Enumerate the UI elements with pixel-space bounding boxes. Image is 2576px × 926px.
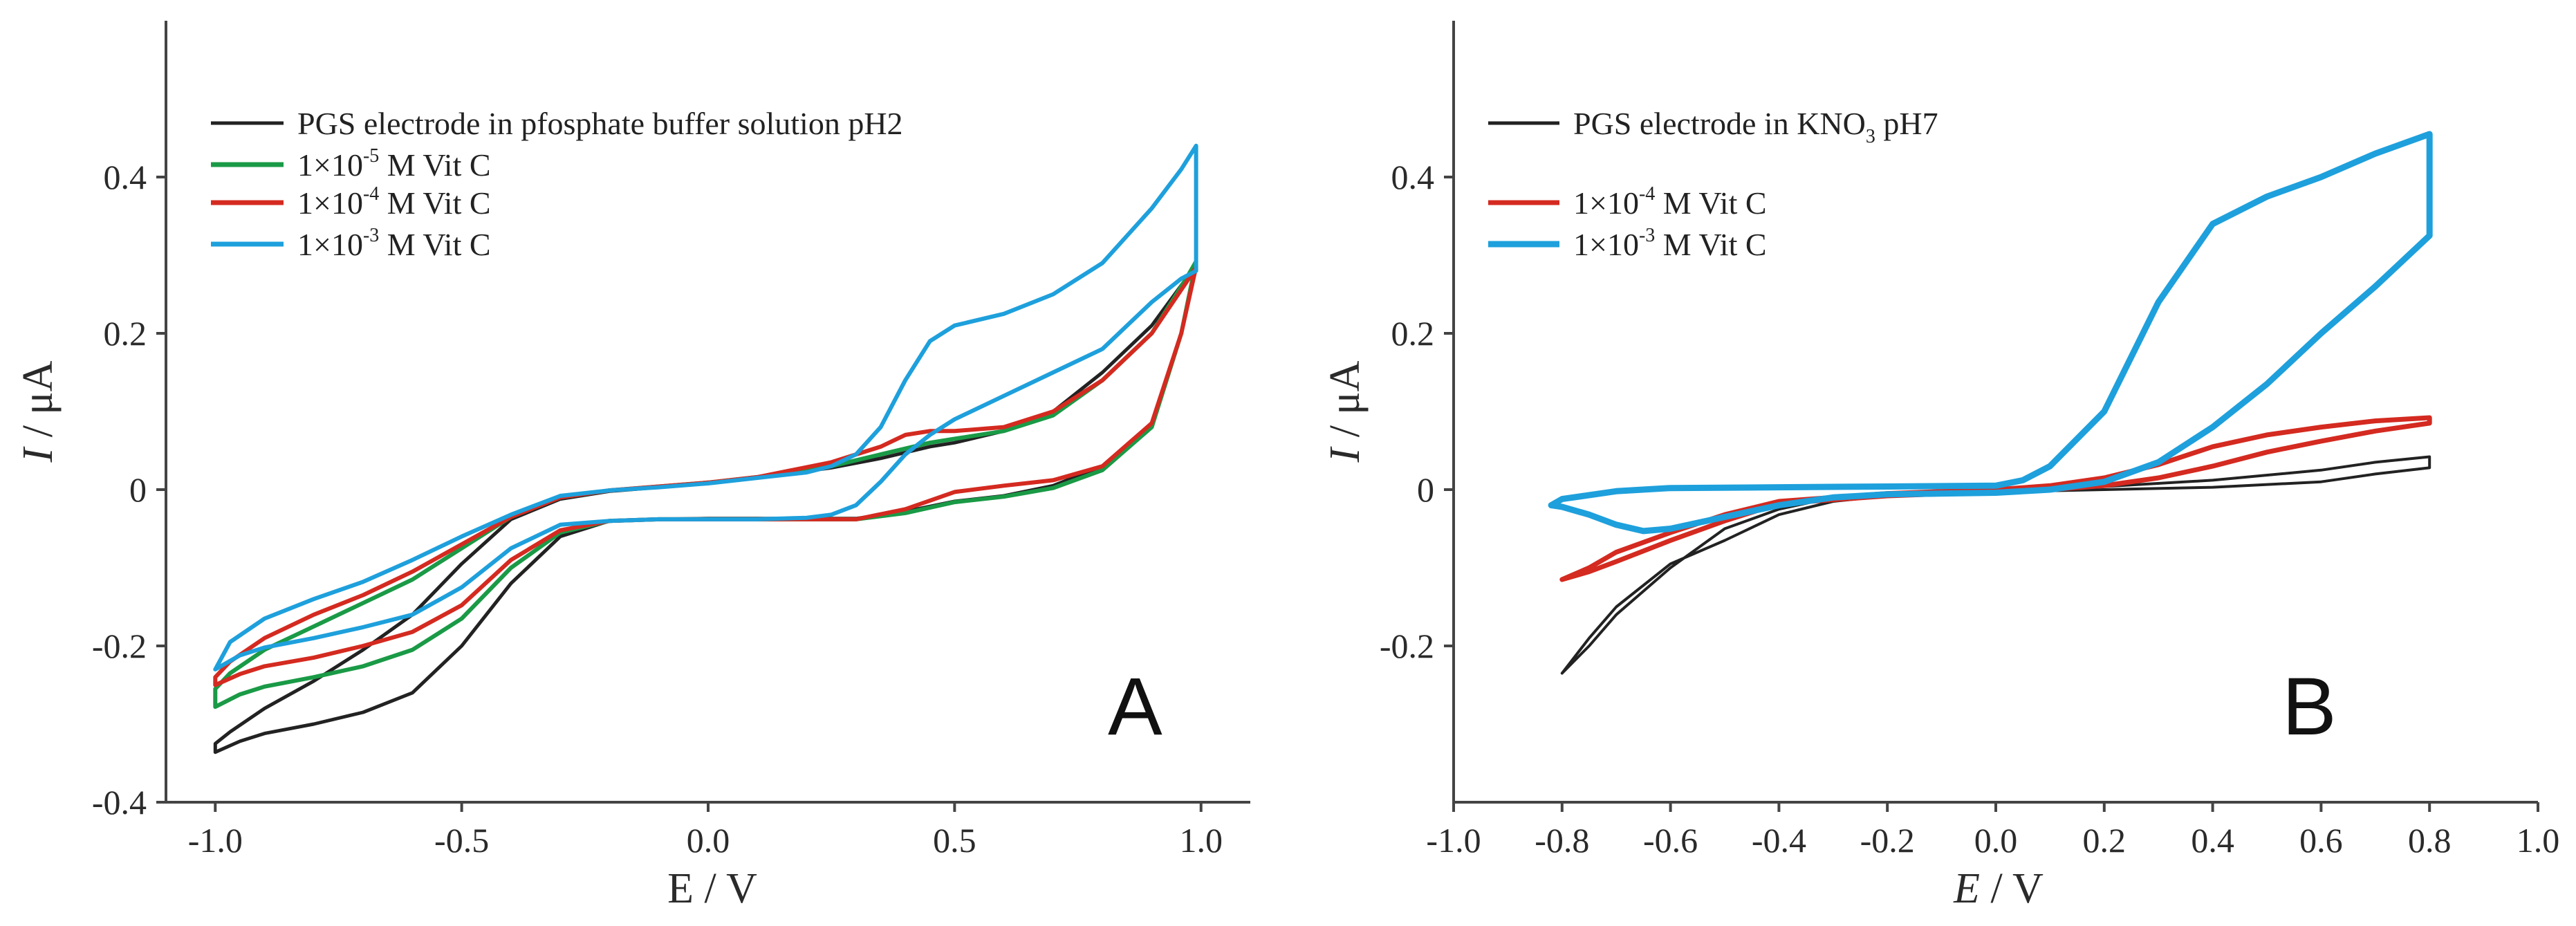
panel-a-chart: -0.4-0.200.20.4 -1.0 -0.5 0.0 0.5 1.0 E / V … — [15, 21, 1250, 912]
panel-a-letter: A — [1108, 661, 1162, 752]
legend-label: PGS electrode in pfosphate buffer soluti… — [297, 106, 903, 141]
y-tick-label: 0.4 — [104, 158, 147, 196]
x-tick-label: -0.2 — [1860, 821, 1915, 860]
series-line — [213, 143, 1198, 672]
panel-a-x-axis-title: E / V — [667, 865, 757, 912]
x-tick-label: 0.8 — [2408, 821, 2452, 860]
panel-b-chart: -0.2 0 0.2 0.4 -1.0 -0.8 -0.6 -0.4 -0.2 0.0 0.2 0.… — [1322, 21, 2559, 912]
series-line — [1548, 131, 2433, 535]
panel-b-legend: PGS electrode in KNO3 pH7 1×10-4 M Vit C… — [1488, 106, 1938, 262]
series-line — [1560, 455, 2431, 675]
x-tick-label: -0.4 — [1752, 821, 1806, 860]
y-tick-label: 0.4 — [1391, 158, 1435, 196]
legend-label: 1×10-4 M Vit C — [297, 183, 491, 221]
legend-label: 1×10-3 M Vit C — [1573, 225, 1767, 262]
panel-b-curves — [1548, 131, 2433, 675]
legend-label: 1×10-3 M Vit C — [297, 225, 491, 262]
x-tick-label: -1.0 — [1426, 821, 1481, 860]
series-line — [213, 264, 1198, 687]
legend-label: 1×10-4 M Vit C — [1573, 183, 1767, 221]
y-tick-label: 0 — [1417, 470, 1434, 509]
panel-a-curves — [213, 143, 1198, 754]
legend-label: PGS electrode in KNO3 pH7 — [1573, 106, 1938, 147]
y-tick-label: -0.2 — [92, 627, 147, 665]
panel-b-x-axis-title: E / V — [1953, 865, 2044, 912]
panel-a-y-ticks: -0.4 -0.2 0 0.2 0.4 — [92, 158, 166, 822]
x-tick-label: 1.0 — [1179, 821, 1223, 860]
x-tick-label: -1.0 — [188, 821, 243, 860]
y-tick-label: -0.2 — [1380, 627, 1434, 665]
x-tick-label: 0.6 — [2299, 821, 2343, 860]
x-tick-label: 0.0 — [1974, 821, 2018, 860]
panel-b-x-ticks: -1.0 -0.8 -0.6 -0.4 -0.2 0.0 0.2 0.4 0.6 0.8 1.0 — [1426, 802, 2559, 860]
x-tick-label: 0.4 — [2191, 821, 2234, 860]
series-line — [213, 265, 1198, 754]
y-tick-label: 0.2 — [1391, 314, 1435, 353]
x-tick-label: -0.5 — [434, 821, 489, 860]
x-tick-label: 1.0 — [2517, 821, 2560, 860]
panel-a-x-ticks: -1.0 -0.5 0.0 0.5 1.0 — [188, 802, 1223, 860]
panel-b-y-ticks: -0.2 0 0.2 0.4 — [1380, 158, 1454, 665]
x-tick-label: 0.5 — [933, 821, 976, 860]
panel-a-y-axis-title: I / μA — [15, 360, 62, 463]
panel-b-letter: B — [2282, 661, 2337, 752]
x-tick-label: 0.2 — [2083, 821, 2126, 860]
x-tick-label: -0.6 — [1643, 821, 1698, 860]
y-tick-label: -0.4 — [92, 783, 147, 822]
y-tick-label: 0 — [129, 470, 147, 509]
y-tick-label: 0.2 — [104, 314, 147, 353]
x-tick-label: -0.8 — [1535, 821, 1589, 860]
panel-b-y-axis-title: I / μA — [1322, 360, 1369, 463]
x-tick-label: 0.0 — [687, 821, 730, 860]
panel-a-legend: PGS electrode in pfosphate buffer soluti… — [211, 106, 903, 262]
legend-label: 1×10-5 M Vit C — [297, 145, 491, 183]
